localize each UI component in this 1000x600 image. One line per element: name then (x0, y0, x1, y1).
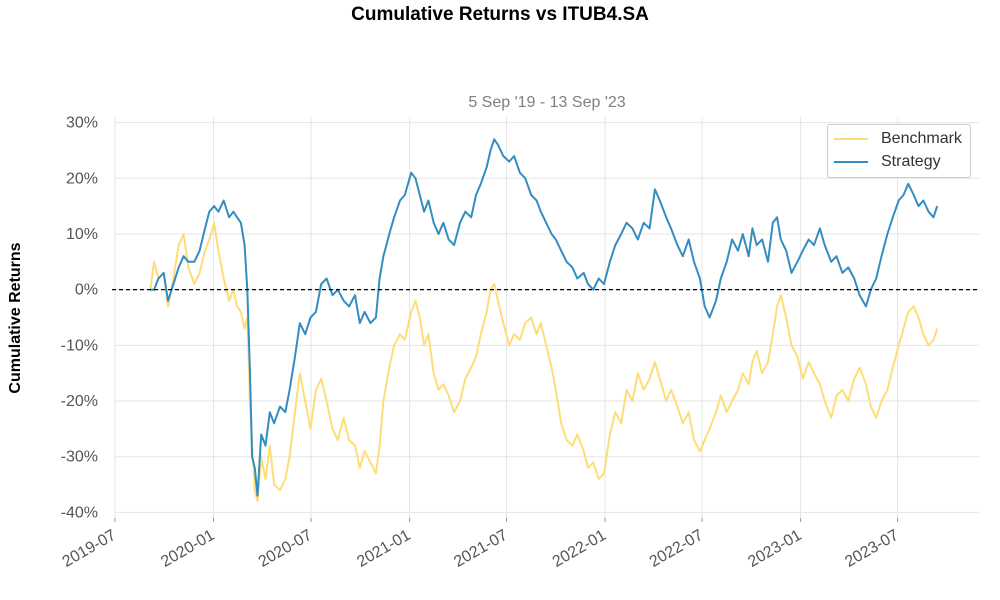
series-lines (149, 138, 939, 503)
legend-swatch-strategy (834, 161, 868, 163)
x-tick-label: 2019-07 (60, 527, 119, 571)
series-line-strategy (150, 138, 939, 497)
chart-title: Cumulative Returns vs ITUB4.SA (351, 4, 649, 25)
x-tick-label: 2020-01 (158, 527, 217, 571)
y-tick-label: 10% (66, 226, 98, 243)
x-tick-label: 2021-07 (451, 527, 510, 571)
y-tick-label: -30% (61, 449, 98, 466)
x-tick-label: 2022-07 (647, 527, 706, 571)
legend-label-strategy: Strategy (881, 153, 941, 170)
y-tick-label: 0% (75, 282, 98, 299)
legend-swatch-benchmark (834, 138, 868, 140)
x-tick-label: 2023-07 (842, 527, 901, 571)
y-tick-label: -10% (61, 337, 98, 354)
chart-subtitle: 5 Sep '19 - 13 Sep '23 (468, 94, 626, 111)
x-tick-label: 2022-01 (550, 527, 609, 571)
y-tick-label: -40% (61, 504, 98, 521)
x-tick-label: 2020-07 (256, 527, 315, 571)
y-axis-ticks: 30% 20% 10% 0% -10% -20% -30% -40% (61, 115, 98, 522)
legend-item-benchmark: Benchmark (834, 129, 962, 149)
x-axis-ticks: 2019-07 2020-01 2020-07 2021-01 2021-07 2022-… (60, 518, 902, 571)
legend-item-strategy: Strategy (834, 152, 941, 172)
legend-label-benchmark: Benchmark (881, 130, 962, 147)
y-tick-label: 30% (66, 115, 98, 132)
x-tick-label: 2023-01 (745, 527, 804, 571)
y-tick-label: -20% (61, 393, 98, 410)
legend: Benchmark Strategy (827, 124, 971, 178)
y-tick-label: 20% (66, 170, 98, 187)
x-tick-label: 2021-01 (354, 527, 413, 571)
series-line-benchmark (149, 221, 939, 503)
